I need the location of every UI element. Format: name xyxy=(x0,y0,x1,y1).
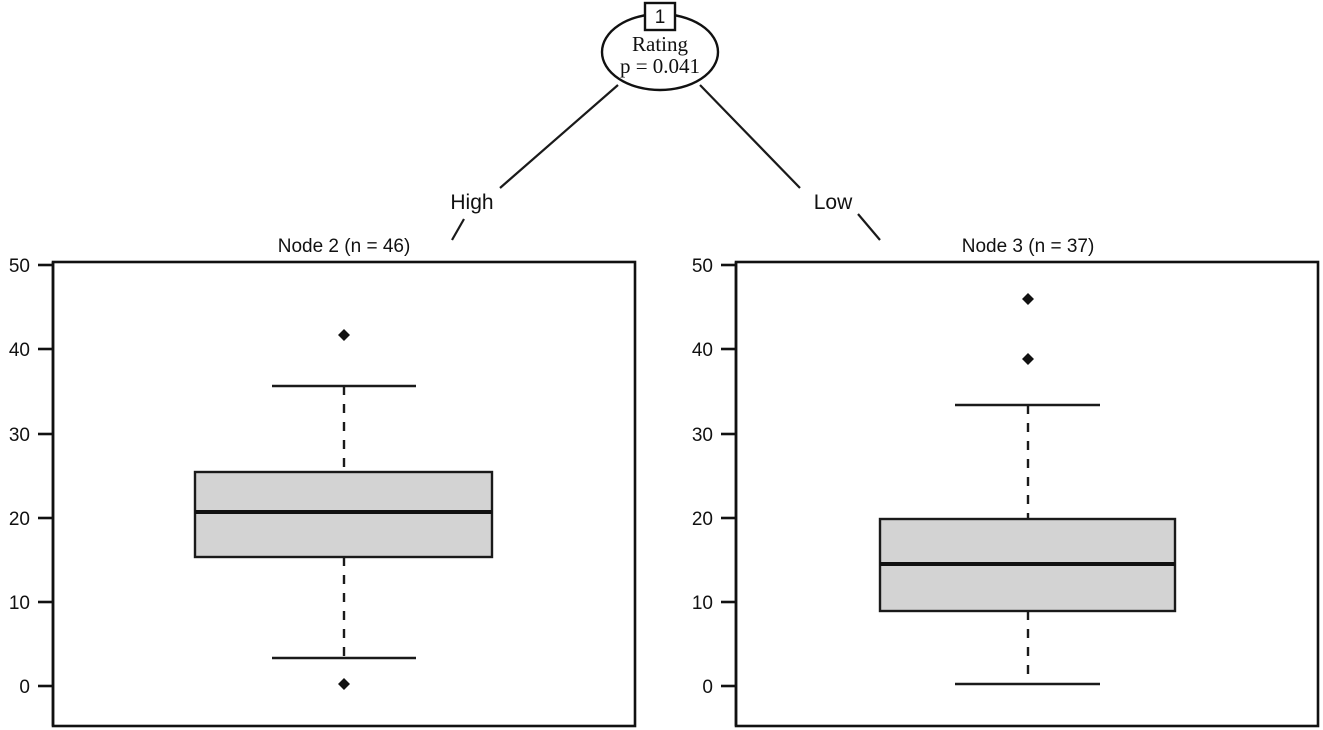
y-tick-label-node-3-40: 40 xyxy=(692,340,713,361)
outlier-marker-node-3-mid xyxy=(1022,353,1034,365)
panel-node-2: Node 2 (n = 46) 50 40 30 20 10 0 xyxy=(9,236,637,728)
y-axis-node-3: 50 40 30 20 10 0 xyxy=(692,256,738,726)
root-node-variable-label: Rating xyxy=(632,32,688,56)
boxplot-node-2 xyxy=(193,329,494,690)
root-node[interactable]: Rating p = 0.041 1 xyxy=(600,1,720,92)
y-tick-label-node-3-20: 20 xyxy=(692,509,713,530)
y-tick-label-node-2-30: 30 xyxy=(9,425,30,446)
plot-frame-node-3 xyxy=(734,260,1320,728)
y-tick-label-node-2-10: 10 xyxy=(9,593,30,614)
outlier-marker-node-3-high xyxy=(1022,293,1034,305)
y-tick-label-node-2-20: 20 xyxy=(9,509,30,530)
box-node-2 xyxy=(193,470,494,559)
y-tick-label-node-2-40: 40 xyxy=(9,340,30,361)
y-tick-label-node-2-0: 0 xyxy=(19,677,30,698)
edge-label-low: Low xyxy=(814,191,853,214)
edge-label-high: High xyxy=(450,191,493,214)
root-node-pvalue-label: p = 0.041 xyxy=(620,54,700,78)
outlier-marker-node-2-low xyxy=(338,678,350,690)
root-node-number-label: 1 xyxy=(655,7,666,28)
y-tick-label-node-2-50: 50 xyxy=(9,256,30,277)
panel-title-node-3: Node 3 (n = 37) xyxy=(962,236,1095,257)
y-tick-label-node-3-10: 10 xyxy=(692,593,713,614)
y-tick-label-node-3-0: 0 xyxy=(702,677,713,698)
y-axis-node-2: 50 40 30 20 10 0 xyxy=(9,256,55,726)
y-tick-label-node-3-50: 50 xyxy=(692,256,713,277)
branch-line-left-lower xyxy=(451,218,465,241)
boxplot-node-3 xyxy=(878,293,1177,686)
root-node-number-box xyxy=(643,1,677,32)
y-tick-label-node-3-30: 30 xyxy=(692,425,713,446)
panel-node-3: Node 3 (n = 37) 50 40 30 20 10 0 xyxy=(692,236,1320,728)
panel-title-node-2: Node 2 (n = 46) xyxy=(278,236,411,257)
outlier-marker-node-2-high xyxy=(338,329,350,341)
branch-line-left-upper xyxy=(499,84,619,189)
branch-edges xyxy=(451,84,881,241)
branch-line-right-lower xyxy=(857,213,881,241)
branch-line-right-upper xyxy=(699,84,801,189)
